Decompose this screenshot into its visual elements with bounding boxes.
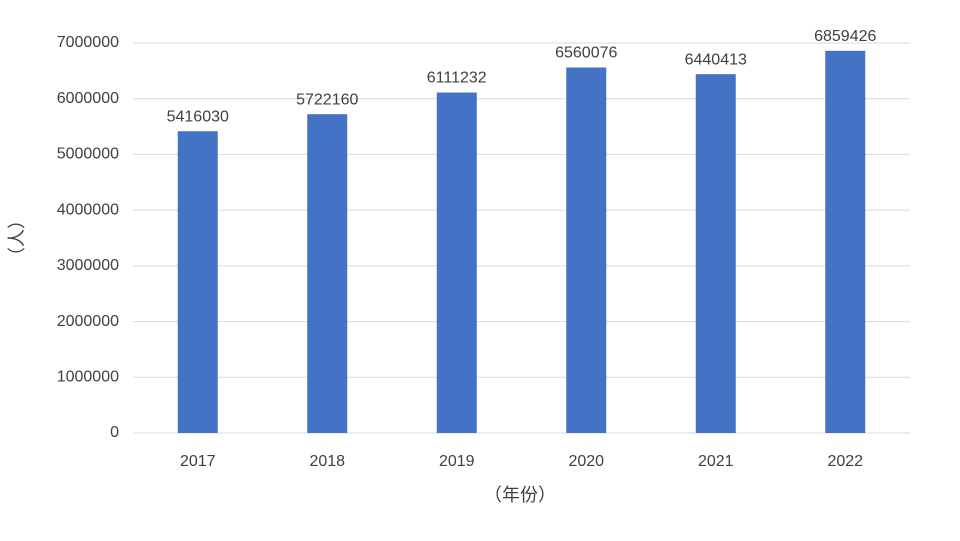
data-label: 6440413 — [685, 51, 747, 68]
x-tick-label: 2019 — [439, 453, 475, 470]
x-tick-label: 2017 — [180, 453, 216, 470]
x-tick-label: 2022 — [827, 453, 863, 470]
y-tick-label: 7000000 — [57, 34, 119, 51]
bar — [307, 114, 348, 433]
bar — [695, 74, 736, 433]
y-tick-label: 6000000 — [57, 90, 119, 107]
bar — [566, 67, 607, 434]
x-axis-title: （年份） — [484, 485, 556, 505]
x-tick-label: 2018 — [309, 453, 345, 470]
y-tick-label: 1000000 — [57, 369, 119, 386]
bar — [436, 92, 477, 433]
y-tick-label: 4000000 — [57, 201, 119, 218]
data-label: 6859426 — [814, 28, 876, 45]
x-tick-label: 2020 — [568, 453, 604, 470]
bar — [177, 131, 218, 433]
data-label: 6111232 — [427, 70, 487, 87]
data-label: 5416030 — [167, 108, 229, 125]
data-label: 5722160 — [296, 91, 358, 108]
bar — [825, 50, 866, 434]
y-tick-label: 5000000 — [57, 146, 119, 163]
x-tick-label: 2021 — [698, 453, 734, 470]
y-tick-label: 3000000 — [57, 257, 119, 274]
y-axis-title: （人） — [7, 211, 27, 265]
y-tick-label: 2000000 — [57, 313, 119, 330]
data-label: 6560076 — [555, 45, 617, 62]
y-tick-label: 0 — [110, 424, 119, 441]
